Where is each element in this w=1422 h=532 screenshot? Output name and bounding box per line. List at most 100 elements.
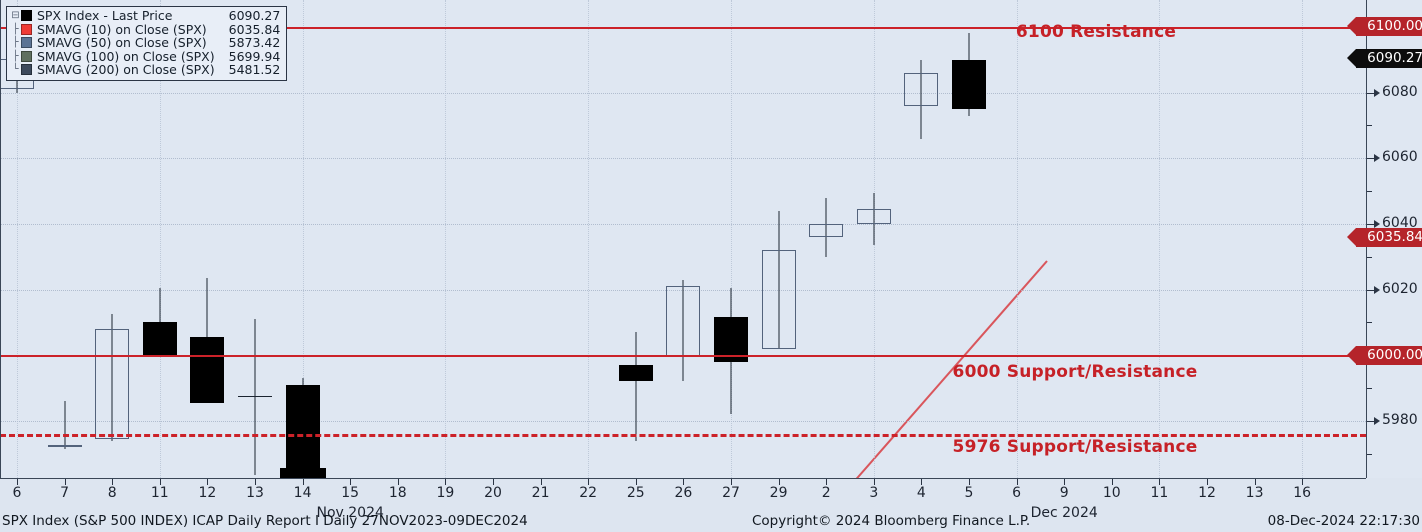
price-tick-label: 5980 xyxy=(1382,411,1418,428)
candlestick[interactable] xyxy=(809,0,844,478)
candlestick[interactable] xyxy=(190,0,225,478)
horizontal-gridline xyxy=(0,223,1366,225)
horizontal-gridline xyxy=(0,420,1366,422)
tree-toggle-icon[interactable]: ├ xyxy=(12,23,19,35)
tree-toggle-icon[interactable]: ⊟ xyxy=(11,10,20,21)
date-tick xyxy=(1302,479,1304,485)
date-tick-label: 26 xyxy=(674,485,693,501)
date-tick-label: 6 xyxy=(12,485,22,501)
date-tick-label: 3 xyxy=(869,485,879,501)
candle-wick xyxy=(111,314,113,441)
series-legend[interactable]: ⊟ SPX Index - Last Price 6090.27 ├ SMAVG (10… xyxy=(6,6,288,81)
plot-left-border xyxy=(0,0,1,478)
vertical-gridline xyxy=(17,0,18,478)
candlestick[interactable] xyxy=(761,0,796,478)
vertical-gridline xyxy=(588,0,590,478)
tree-toggle-icon[interactable]: └ xyxy=(12,64,19,75)
candlestick[interactable] xyxy=(666,0,701,478)
annotation-line-5976[interactable] xyxy=(0,434,1366,437)
date-tick-label: 15 xyxy=(341,485,360,501)
date-tick xyxy=(112,479,114,485)
legend-row[interactable]: ├ SMAVG (10) on Close (SPX) 6035.84 xyxy=(10,21,280,37)
candle-body xyxy=(95,328,130,439)
price-flag-6100.00[interactable]: 6100.00 xyxy=(1347,17,1422,37)
candlestick[interactable] xyxy=(856,0,891,478)
annotation-label-6100[interactable]: 6100 Resistance xyxy=(1015,22,1177,42)
price-tick-major xyxy=(1367,158,1376,160)
candlestick[interactable] xyxy=(95,0,130,478)
candlestick[interactable] xyxy=(285,0,320,478)
price-tick-label: 6080 xyxy=(1382,83,1418,100)
candle-body xyxy=(666,286,701,357)
candlestick[interactable] xyxy=(618,0,653,478)
candlestick[interactable] xyxy=(714,0,748,478)
candlestick[interactable] xyxy=(904,0,939,478)
vertical-gridline xyxy=(302,0,304,478)
candle-wick xyxy=(159,287,161,352)
legend-row[interactable]: └ SMAVG (200) on Close (SPX) 5481.52 xyxy=(10,62,280,78)
date-axis[interactable]: 6 7 8 11 12 13 14 15 18 19 20 21 22 25 26 27 29 2 3 4 5 6 9 10 1… xyxy=(0,468,1366,521)
selected-date-highlight[interactable] xyxy=(279,468,326,478)
tree-toggle-icon[interactable]: ├ xyxy=(12,50,19,62)
candle-wick xyxy=(920,59,922,139)
price-tick-major xyxy=(1367,92,1376,94)
date-tick xyxy=(778,479,780,485)
candle-body xyxy=(856,209,891,224)
candle-wick xyxy=(825,197,827,257)
date-tick xyxy=(540,479,542,485)
price-tick-arrow-icon xyxy=(1374,219,1380,228)
price-tick-arrow-icon xyxy=(1374,154,1380,163)
date-tick xyxy=(350,479,352,485)
date-tick xyxy=(1064,479,1066,485)
price-flag-6090.27[interactable]: 6090.27 xyxy=(1347,49,1422,69)
date-tick xyxy=(1207,479,1208,485)
price-flag-6035.84[interactable]: 6035.84 xyxy=(1347,228,1422,248)
date-tick xyxy=(159,479,161,485)
date-tick-label: 12 xyxy=(198,485,217,501)
legend-series-name: SMAVG (200) on Close (SPX) xyxy=(37,62,215,78)
legend-row[interactable]: ⊟ SPX Index - Last Price 6090.27 xyxy=(10,8,281,24)
horizontal-gridline xyxy=(0,158,1366,160)
candle-wick xyxy=(64,401,66,449)
candlestick[interactable] xyxy=(142,0,177,478)
date-tick xyxy=(635,479,637,485)
annotation-line-6100[interactable] xyxy=(0,26,1366,29)
date-tick-label: 14 xyxy=(293,485,312,501)
candle-body xyxy=(285,384,320,477)
legend-series-value: 6090.27 xyxy=(228,8,281,24)
price-axis[interactable]: 6080 6060 6040 6020 5980 6100.00 6090.27 6035.8… xyxy=(1347,0,1422,478)
legend-series-value: 5873.42 xyxy=(228,35,281,51)
footer-copyright: Copyright© 2024 Bloomberg Finance L.P. xyxy=(752,513,1031,529)
annotation-label-6000[interactable]: 6000 Support/Resistance xyxy=(952,362,1198,382)
date-tick-label: 13 xyxy=(1245,485,1264,501)
date-tick xyxy=(731,479,732,485)
candlestick[interactable] xyxy=(47,0,82,478)
date-tick xyxy=(588,479,590,485)
price-tick-minor xyxy=(1367,256,1372,258)
vertical-gridline xyxy=(1159,0,1161,478)
price-tick-label: 6040 xyxy=(1382,214,1418,231)
price-tick-arrow-icon xyxy=(1374,416,1380,425)
date-tick xyxy=(445,479,447,485)
date-tick-label: 4 xyxy=(916,485,926,501)
candlestick[interactable] xyxy=(952,0,986,478)
legend-series-name: SMAVG (10) on Close (SPX) xyxy=(37,21,207,37)
date-tick xyxy=(921,479,923,485)
tree-toggle-icon[interactable]: ├ xyxy=(12,37,19,48)
legend-row[interactable]: ├ SMAVG (100) on Close (SPX) 5699.94 xyxy=(10,49,280,64)
legend-row[interactable]: ├ SMAVG (50) on Close (SPX) 5873.42 xyxy=(10,35,281,51)
month-label: Dec 2024 xyxy=(1030,505,1098,521)
annotation-label-5976[interactable]: 5976 Support/Resistance xyxy=(952,437,1198,457)
price-flag-6000.00[interactable]: 6000.00 xyxy=(1347,345,1422,365)
date-tick xyxy=(17,479,18,485)
date-tick-label: 9 xyxy=(1059,485,1069,501)
candlestick[interactable] xyxy=(238,0,272,478)
annotation-line-6000[interactable] xyxy=(0,355,1366,358)
date-tick-label: 27 xyxy=(722,485,740,501)
date-tick-label: 21 xyxy=(531,485,550,501)
candle-body xyxy=(761,250,796,349)
candle-wick xyxy=(635,332,637,441)
candle-body xyxy=(47,445,82,448)
vertical-gridline xyxy=(159,0,161,478)
